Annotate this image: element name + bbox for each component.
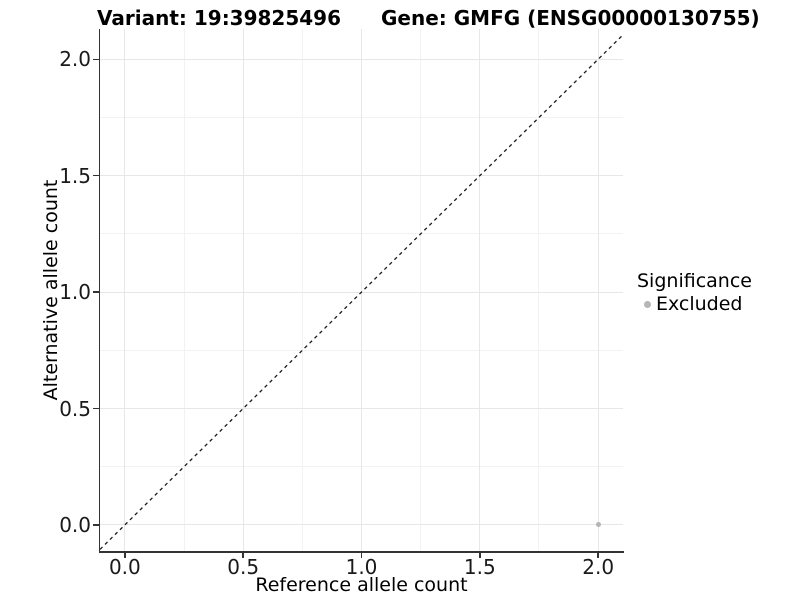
x-tick xyxy=(479,552,481,558)
plot-title-gene: Gene: GMFG (ENSG00000130755) xyxy=(381,6,760,30)
plot-title-variant: Variant: 19:39825496 xyxy=(97,6,342,30)
gridline-y-major xyxy=(100,58,623,60)
gridline-x-major xyxy=(479,29,481,551)
legend-entry: Excluded xyxy=(644,293,752,315)
y-tick xyxy=(93,291,99,293)
y-tick-label: 0.0 xyxy=(59,512,91,537)
x-tick-label: 2.0 xyxy=(582,555,615,579)
gridline-x-major xyxy=(242,29,244,551)
legend-entry-label: Excluded xyxy=(656,293,743,315)
y-tick-label: 1.5 xyxy=(59,163,91,188)
x-axis-line xyxy=(98,551,624,553)
x-tick-label: 1.5 xyxy=(463,555,496,579)
gridline-x-minor xyxy=(183,29,185,551)
identity-line xyxy=(100,34,623,550)
x-tick xyxy=(360,552,363,558)
gridline-x-major xyxy=(361,29,362,551)
gridline-x-minor xyxy=(301,29,303,551)
gridline-y-major xyxy=(100,408,623,409)
gridline-x-minor xyxy=(420,29,422,551)
y-axis-title: Alternative allele count xyxy=(40,179,62,401)
x-tick xyxy=(597,552,599,558)
y-tick-label: 1.0 xyxy=(59,280,91,305)
data-point xyxy=(595,522,601,528)
y-tick-label: 2.0 xyxy=(59,47,91,72)
x-axis-title: Reference allele count xyxy=(255,574,468,596)
y-tick xyxy=(93,174,99,177)
gridline-x-major xyxy=(124,29,126,551)
gridline-y-major xyxy=(100,175,623,177)
x-tick-label: 1.0 xyxy=(345,555,378,579)
legend-key-dot-icon xyxy=(644,300,651,308)
gridline-y-major xyxy=(100,524,623,526)
gridline-x-major xyxy=(597,29,599,551)
legend-title: Significance xyxy=(637,270,752,292)
x-tick xyxy=(242,552,244,558)
x-tick-label: 0.0 xyxy=(108,555,141,579)
gridline-x-minor xyxy=(538,29,540,551)
y-axis-line xyxy=(98,29,100,553)
y-tick xyxy=(93,407,99,410)
x-tick xyxy=(124,552,126,558)
plot-panel xyxy=(100,29,623,551)
legend: Significance Excluded xyxy=(637,270,752,315)
x-tick-label: 0.5 xyxy=(227,555,260,579)
y-tick xyxy=(93,524,99,526)
y-tick-label: 0.5 xyxy=(59,396,91,421)
y-tick xyxy=(93,58,99,61)
